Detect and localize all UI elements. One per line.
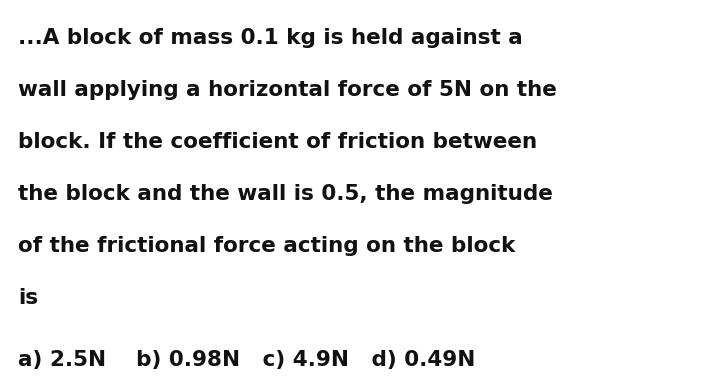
- Text: the block and the wall is 0.5, the magnitude: the block and the wall is 0.5, the magni…: [18, 184, 553, 204]
- Text: ...A block of mass 0.1 kg is held against a: ...A block of mass 0.1 kg is held agains…: [18, 28, 523, 48]
- Text: wall applying a horizontal force of 5N on the: wall applying a horizontal force of 5N o…: [18, 80, 557, 100]
- Text: a) 2.5N    b) 0.98N   c) 4.9N   d) 0.49N: a) 2.5N b) 0.98N c) 4.9N d) 0.49N: [18, 350, 475, 370]
- Text: is: is: [18, 288, 38, 308]
- Text: block. If the coefficient of friction between: block. If the coefficient of friction be…: [18, 132, 537, 152]
- Text: of the frictional force acting on the block: of the frictional force acting on the bl…: [18, 236, 516, 256]
